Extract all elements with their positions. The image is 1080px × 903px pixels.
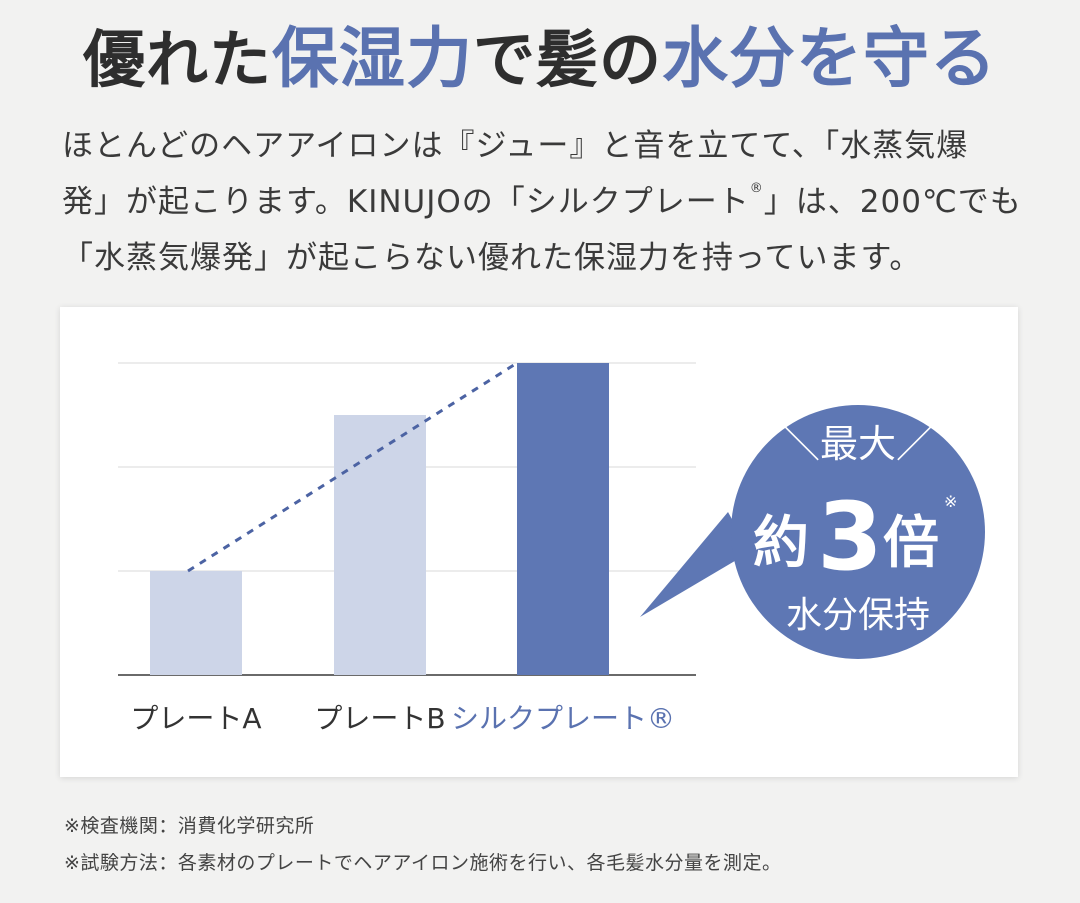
bar [334, 415, 426, 675]
callout-circle [731, 405, 985, 659]
x-tick-label: シルクプレート® [451, 702, 675, 735]
footnotes: ※検査機関：消費化学研究所 ※試験方法：各素材のプレートでヘアアイロン施術を行い… [64, 808, 1044, 882]
lead-paragraph: ほとんどのヘアアイロンは『ジュー』と音を立てて、「水蒸気爆 発」が起こります。K… [62, 118, 1032, 286]
x-tick-label: プレートB [314, 702, 445, 735]
lead-line-2-start: 発」が起こります。KINUJOの「シルクプレート [62, 184, 750, 220]
title-part-2: で髪の [473, 23, 663, 96]
trend-line [187, 361, 518, 573]
callout-bubble: ＼最大／ 約 3 倍 ※ 水分保持 [640, 405, 985, 659]
lead-line-2-end: 」は、200℃でも [763, 184, 1022, 220]
callout-note-mark: ※ [944, 492, 957, 511]
bar-chart: プレートA プレートB シルクプレート® ＼最大／ 約 3 倍 ※ 水分保持 [118, 361, 985, 735]
title-part-1: 優れた [82, 23, 272, 96]
callout-number: 3 [817, 483, 882, 592]
bar [517, 363, 609, 675]
title-accent-water: 水分を守る [662, 20, 998, 97]
bar [150, 571, 242, 675]
callout-tail [640, 512, 750, 617]
footnote-test-method: ※試験方法：各素材のプレートでヘアアイロン施術を行い、各毛髪水分量を測定。 [64, 852, 782, 874]
chart-card: プレートA プレートB シルクプレート® ＼最大／ 約 3 倍 ※ 水分保持 [60, 307, 1018, 777]
callout-top-text: ＼最大／ [782, 422, 934, 466]
callout-prefix: 約 [753, 511, 809, 576]
callout-suffix: 倍 [883, 511, 939, 576]
footnote-testing-agency: ※検査機関：消費化学研究所 [64, 815, 315, 837]
x-tick-label: プレートA [130, 702, 261, 735]
title-accent-moisture: 保湿力 [272, 20, 473, 97]
registered-mark: ® [749, 181, 764, 196]
lead-line-1: ほとんどのヘアアイロンは『ジュー』と音を立てて、「水蒸気爆 [62, 128, 969, 164]
callout-bottom-text: 水分保持 [786, 595, 930, 636]
page-title: 優れた保湿力で髪の水分を守る [0, 4, 1080, 115]
lead-line-3: 「水蒸気爆発」が起こらない優れた保湿力を持っています。 [62, 240, 922, 276]
lead-line-2: 発」が起こります。KINUJOの「シルクプレート®」は、200℃でも [62, 174, 1032, 230]
